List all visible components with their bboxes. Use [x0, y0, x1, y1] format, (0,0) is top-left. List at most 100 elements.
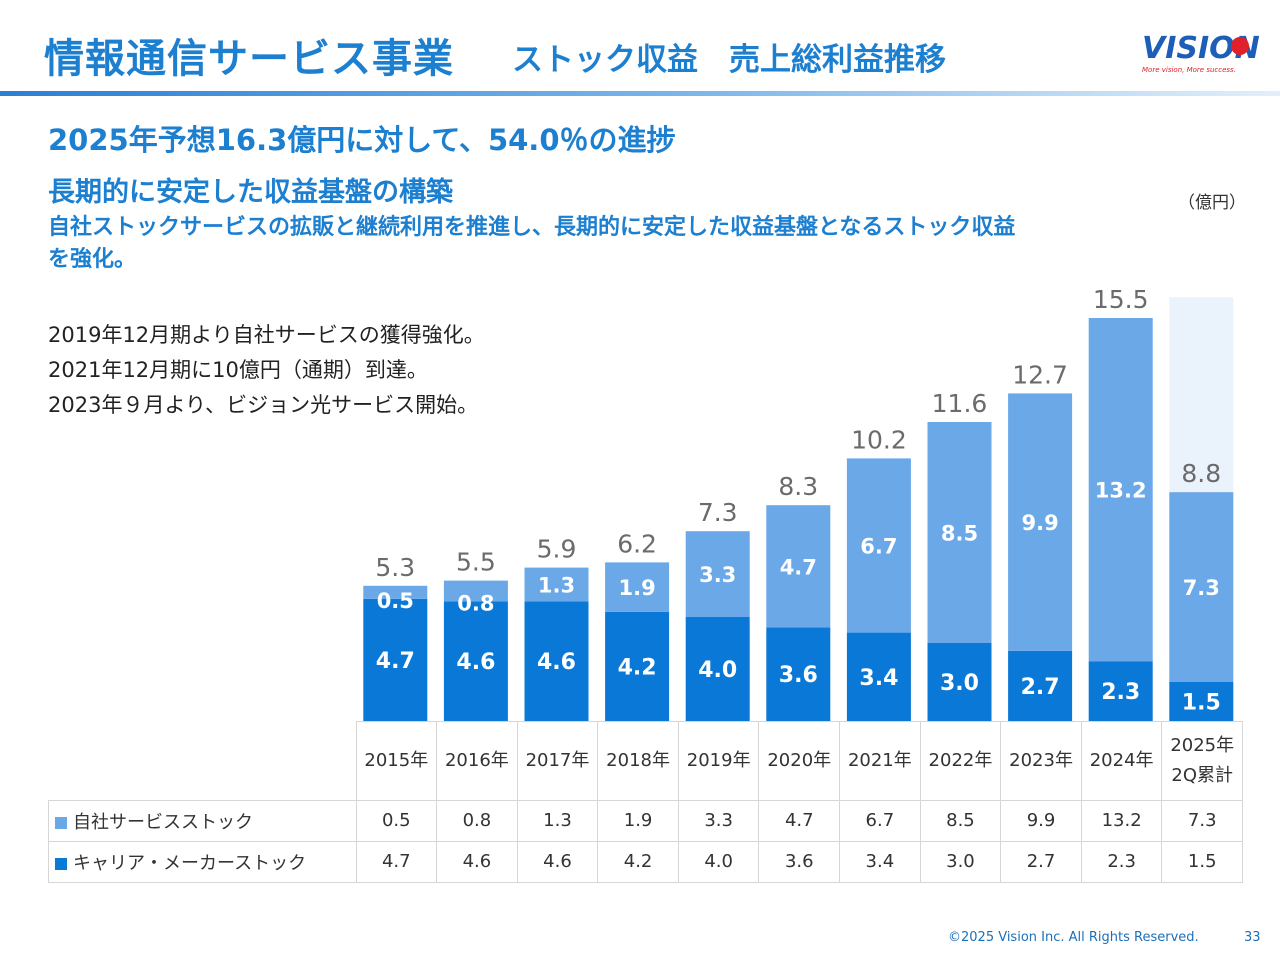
page-title: 情報通信サービス事業 [44, 36, 454, 82]
table-corner [48, 721, 357, 801]
table-header-cell: 2020年 [758, 721, 841, 801]
bar-own [685, 531, 750, 617]
data-table: 2015年 2016年 2017年 2018年 2019年 2020年 2021年 2022年… [48, 721, 1244, 883]
bar-own [605, 562, 670, 612]
table-cell: 2.7 [1000, 840, 1082, 883]
category-label: 2022年 [928, 749, 993, 771]
bar-own [927, 422, 992, 643]
logo-dot [1231, 37, 1249, 55]
data-label-own: 9.9 [1021, 511, 1058, 535]
data-label-own: 4.7 [780, 555, 817, 579]
bar-carrier [1008, 650, 1073, 721]
table-header-cell: 2023年 [1000, 721, 1082, 801]
bar-own [363, 585, 428, 599]
total-label: 8.8 [1181, 459, 1221, 488]
data-label-own: 7.3 [1183, 576, 1220, 600]
table-header-row: 2015年 2016年 2017年 2018年 2019年 2020年 2021年 2022年… [48, 721, 1244, 801]
total-label: 5.9 [537, 535, 577, 564]
table-header-cell: 2016年 [436, 721, 518, 801]
headline-description: 自社ストックサービスの拡販と継続利用を推進し、長期的に安定した収益基盤となるスト… [48, 215, 1016, 272]
category-label: 2Q累計 [1171, 764, 1234, 786]
category-label: 2017年 [525, 749, 590, 771]
table-cell: 0.5 [355, 799, 438, 842]
bar-carrier [1169, 682, 1234, 721]
total-label: 8.3 [778, 472, 818, 501]
data-label-carrier: 4.6 [537, 650, 576, 675]
table-cell: 6.7 [839, 799, 921, 842]
category-label: 2023年 [1009, 749, 1073, 771]
table-cell: 8.5 [919, 799, 1002, 842]
legend-label: 自社サービスストック [73, 811, 253, 833]
legend-swatch-icon [55, 816, 67, 829]
data-label-carrier: 1.5 [1182, 691, 1221, 716]
bar-carrier [1088, 661, 1153, 721]
bar-own [1008, 393, 1073, 651]
table-cell: 3.6 [758, 840, 841, 883]
note-item: 2023年９月より、ビジョン光サービス開始。 [48, 393, 479, 417]
data-label-carrier: 2.3 [1101, 680, 1140, 705]
table-cell: 4.7 [355, 840, 438, 883]
bar-own [766, 505, 831, 628]
logo-tagline: More vision, More success. [1142, 66, 1236, 74]
data-label-carrier: 4.6 [456, 650, 495, 675]
bar-carrier [605, 611, 670, 721]
table-header-cell: 2022年 [919, 721, 1002, 801]
bar-own [1169, 492, 1234, 682]
total-label: 11.6 [932, 389, 988, 418]
legend-cell: 自社サービスストック [48, 799, 357, 842]
data-label-own: 1.9 [618, 576, 655, 600]
data-label-carrier: 3.4 [859, 666, 898, 691]
table-row: 自社サービスストック 0.5 0.8 1.3 1.9 3.3 4.7 6.7 8.5 9.9 13.… [48, 799, 1244, 842]
table-cell: 4.2 [597, 840, 679, 883]
unit-label: （億円） [1178, 193, 1246, 213]
data-label-carrier: 3.0 [940, 671, 979, 696]
table-cell: 4.6 [516, 840, 599, 883]
total-label: 15.5 [1093, 285, 1149, 314]
total-label: 10.2 [851, 425, 907, 454]
category-label: 2024年 [1089, 749, 1154, 771]
table-cell: 3.3 [677, 799, 760, 842]
legend-label: キャリア・メーカーストック [73, 852, 307, 874]
headline-foundation: 長期的に安定した収益基盤の構築 [48, 177, 453, 208]
table-header-cell: 2017年 [516, 721, 599, 801]
table-cell: 3.0 [919, 840, 1002, 883]
data-label-own: 8.5 [941, 522, 978, 546]
data-label-own: 0.5 [377, 589, 414, 613]
bar-carrier [685, 617, 750, 721]
category-label: 2018年 [606, 749, 670, 771]
bar-own [846, 458, 911, 633]
copyright: ©2025 Vision Inc. All Rights Reserved. [948, 930, 1199, 945]
table-header-cell: 2024年 [1080, 721, 1163, 801]
table-header-cell: 2018年 [597, 721, 679, 801]
table-cell: 7.3 [1161, 799, 1244, 842]
table-cell: 1.5 [1161, 840, 1244, 883]
data-label-carrier: 4.0 [698, 658, 737, 683]
category-label: 2015年 [364, 749, 429, 771]
table-cell: 9.9 [1000, 799, 1082, 842]
total-label: 12.7 [1012, 360, 1068, 389]
total-label: 6.2 [617, 529, 657, 558]
bar-own [1088, 318, 1153, 662]
bar-carrier [766, 627, 831, 721]
table-cell: 3.4 [839, 840, 921, 883]
note-item: 2019年12月期より自社サービスの獲得強化。 [48, 323, 485, 347]
total-label: 5.3 [375, 553, 415, 582]
data-label-own: 13.2 [1095, 479, 1147, 503]
table-cell: 1.3 [516, 799, 599, 842]
table-cell: 2.3 [1080, 840, 1163, 883]
data-label-carrier: 4.7 [376, 649, 415, 674]
page-number: 33 [1244, 930, 1261, 945]
bar-carrier [363, 598, 428, 721]
bar-carrier [846, 632, 911, 721]
data-label-own: 3.3 [699, 563, 736, 587]
data-label-carrier: 3.6 [779, 663, 818, 688]
bar-own [443, 580, 508, 602]
data-label-carrier: 4.2 [618, 655, 657, 680]
table-cell: 4.6 [436, 840, 518, 883]
table-header-cell: 2019年 [677, 721, 760, 801]
vision-logo: VISION More vision, More success. [1142, 31, 1260, 74]
legend-cell: キャリア・メーカーストック [48, 840, 357, 883]
note-item: 2021年12月期に10億円（通期）到達。 [48, 358, 428, 382]
table-header-cell: 2025年 2Q累計 [1161, 721, 1244, 801]
bar-carrier [927, 643, 992, 721]
